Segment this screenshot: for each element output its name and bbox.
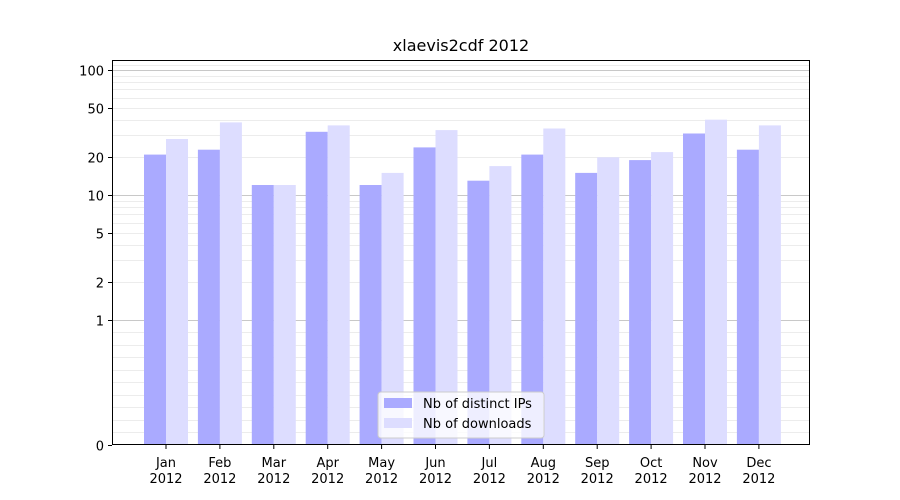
bar-distinct-ips [413, 147, 436, 445]
bar-distinct-ips [305, 131, 328, 446]
x-tick-label: Nov 2012 [688, 456, 721, 487]
y-tick-label: 5 [96, 228, 104, 243]
y-axis: 0 1 2 5 10 20 50 100 [79, 65, 112, 455]
legend-swatch [384, 418, 412, 428]
legend: Nb of distinct IPs Nb of downloads [377, 391, 545, 439]
x-tick-label: Jul 2012 [473, 456, 506, 487]
bar-downloads [381, 172, 404, 445]
bar-downloads [758, 125, 781, 446]
x-tick-label: May 2012 [365, 456, 398, 487]
x-tick-label: Mar 2012 [257, 456, 290, 487]
x-tick-label: Feb 2012 [203, 456, 236, 487]
x-tick-label: Aug 2012 [527, 456, 560, 487]
bar-distinct-ips [359, 185, 382, 445]
y-tick-label: 2 [96, 277, 104, 292]
bar-distinct-ips [197, 149, 220, 445]
bar-distinct-ips [736, 149, 759, 445]
x-tick-label: Apr 2012 [311, 456, 344, 487]
x-tick-label: Jan 2012 [149, 456, 182, 487]
y-tick-label: 1 [96, 315, 104, 330]
x-tick-label: Sep 2012 [581, 456, 614, 487]
x-tick-label: Oct 2012 [635, 456, 668, 487]
bar-downloads [651, 152, 674, 445]
bar-downloads [166, 139, 188, 445]
x-tick-label: Dec 2012 [742, 456, 775, 487]
bar-downloads [435, 130, 458, 445]
bar-downloads [543, 128, 566, 445]
bar-distinct-ips [251, 185, 274, 445]
legend-label: Nb of distinct IPs [423, 397, 532, 412]
bar-downloads [597, 157, 620, 446]
y-tick-label: 100 [79, 65, 104, 80]
bar-distinct-ips [521, 154, 544, 445]
bar-downloads [219, 122, 242, 446]
legend-label: Nb of downloads [423, 417, 532, 432]
legend-box [377, 391, 545, 439]
bar-distinct-ips [144, 154, 166, 445]
y-tick-label: 0 [96, 440, 104, 455]
bar-downloads [489, 166, 512, 445]
y-tick-label: 20 [87, 152, 104, 167]
y-tick-label: 50 [87, 103, 104, 118]
legend-swatch [384, 398, 412, 408]
plot-frame [112, 60, 810, 445]
bar-distinct-ips [467, 180, 490, 445]
bar-distinct-ips [683, 133, 705, 445]
x-axis: Jan 2012 Feb 2012 Mar 2012 Apr 2012 May 2012 Jun 20… [149, 445, 775, 487]
bar-downloads [273, 185, 296, 445]
chart-title: xlaevis2cdf 2012 [393, 36, 529, 55]
x-tick-label: Jun 2012 [419, 456, 452, 487]
bar-downloads [705, 119, 727, 445]
bars [144, 119, 781, 446]
y-tick-label: 10 [87, 190, 104, 205]
bar-distinct-ips [629, 160, 652, 445]
bar-downloads [327, 125, 350, 446]
bar-distinct-ips [575, 172, 598, 445]
